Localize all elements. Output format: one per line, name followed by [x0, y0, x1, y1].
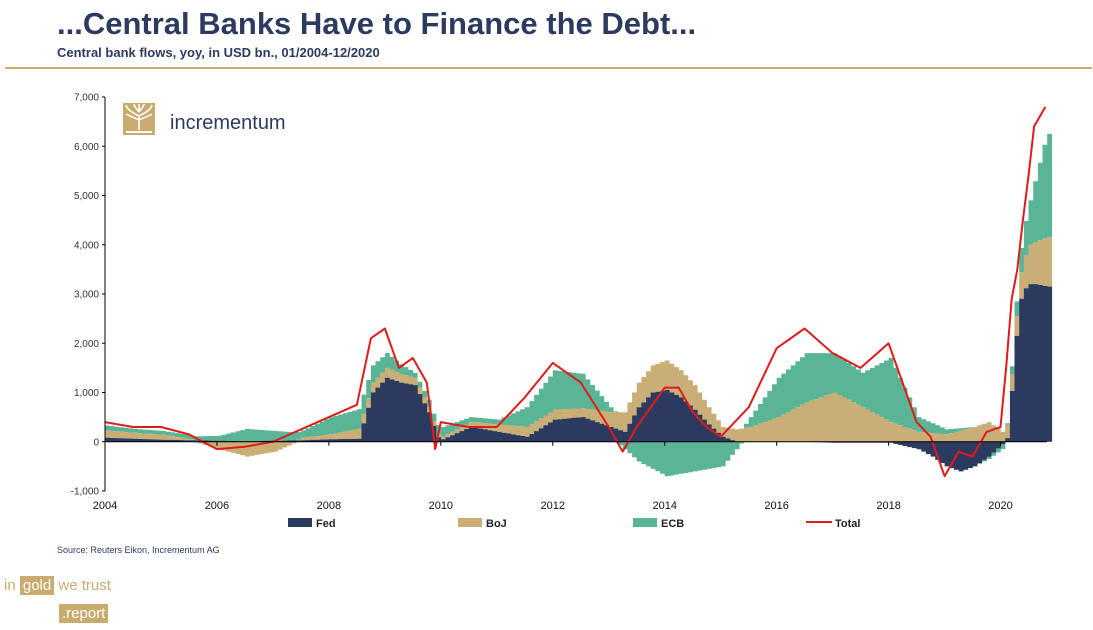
page-subtitle: Central bank flows, yoy, in USD bn., 01/…	[57, 45, 380, 60]
page-title: ...Central Banks Have to Finance the Deb…	[57, 6, 697, 41]
series-ecb-bars	[105, 133, 1053, 477]
series-ecb-area	[105, 133, 1053, 477]
series-layer	[104, 106, 1053, 478]
y-tick-label: 2,000	[74, 339, 99, 350]
y-tick-label: 5,000	[74, 191, 99, 202]
x-axis-ticks: 2004 2006 2008 2010 2012 2014 2016 2018 2020	[93, 441, 1013, 512]
x-tick-label: 2014	[652, 500, 676, 512]
x-tick-label: 2012	[541, 500, 565, 512]
igwt-report: .report	[59, 604, 109, 623]
x-tick-label: 2018	[876, 500, 900, 512]
igwt-trust: trust	[81, 577, 111, 594]
x-tick-label: 2010	[429, 500, 453, 512]
legend-item-fed: Fed	[288, 518, 336, 530]
plot-area	[104, 106, 1053, 478]
igwt-logo: in gold we trust .report	[4, 576, 111, 623]
legend-label-total: Total	[835, 518, 860, 530]
series-total-line	[104, 106, 1047, 478]
x-tick-label: 2006	[205, 500, 229, 512]
x-tick-label: 2008	[317, 500, 341, 512]
y-tick-label: 3,000	[74, 290, 99, 301]
igwt-gold: gold	[19, 576, 55, 595]
y-tick-label: 6,000	[74, 142, 99, 153]
legend-swatch-fed	[288, 518, 312, 527]
legend-swatch-boj	[458, 518, 482, 527]
tree-logo-icon	[123, 103, 155, 135]
legend-label-fed: Fed	[316, 518, 336, 530]
legend-label-ecb: ECB	[661, 518, 684, 530]
legend-item-ecb: ECB	[633, 518, 684, 530]
y-tick-label: 7,000	[74, 93, 99, 104]
brand-name: incrementum	[170, 112, 286, 134]
title-divider	[5, 67, 1092, 69]
y-tick-label: 4,000	[74, 240, 99, 251]
legend-swatch-ecb	[633, 518, 657, 527]
igwt-in: in	[4, 577, 16, 594]
x-tick-label: 2020	[988, 500, 1012, 512]
igwt-we: we	[58, 577, 78, 594]
source-note: Source: Reuters Eikon, Incrementum AG	[57, 545, 220, 555]
y-tick-label: 1,000	[74, 388, 99, 399]
series-boj-bars	[105, 237, 1053, 457]
legend: Fed BoJ ECB Total	[288, 518, 860, 530]
y-tick-label: -1,000	[71, 487, 100, 498]
brand-logo: incrementum	[123, 103, 286, 135]
x-tick-label: 2004	[93, 500, 117, 512]
x-tick-label: 2016	[764, 500, 788, 512]
legend-item-total: Total	[806, 518, 860, 530]
series-boj-area	[105, 237, 1053, 457]
legend-item-boj: BoJ	[458, 518, 507, 530]
y-axis-ticks: -1,000 0 1,000 2,000 3,000 4,000 5,000 6,000 7,0…	[71, 93, 105, 498]
legend-label-boj: BoJ	[486, 518, 507, 530]
y-tick-label: 0	[93, 437, 99, 448]
